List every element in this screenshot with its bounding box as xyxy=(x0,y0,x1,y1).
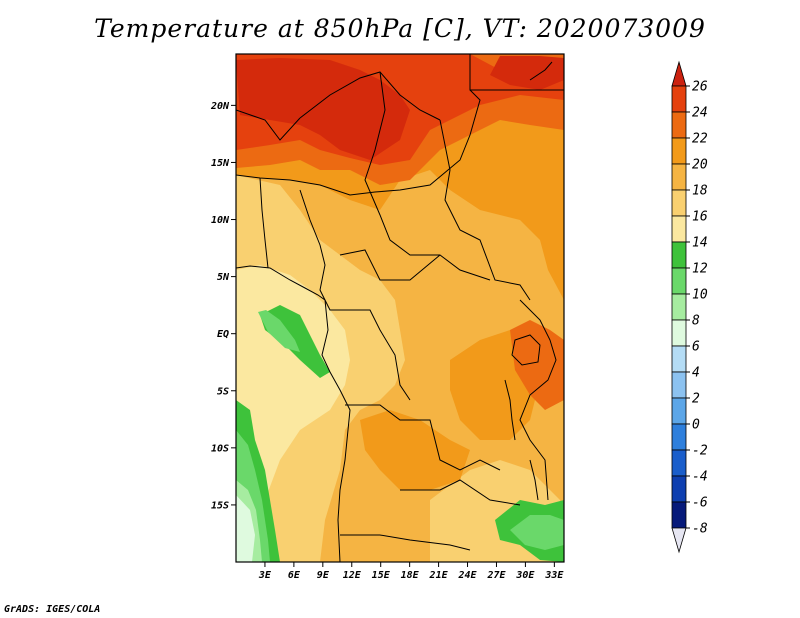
colorbar-swatch xyxy=(671,85,687,113)
border-libya-egypt xyxy=(469,54,564,91)
colorbar-label: -6 xyxy=(692,496,708,511)
colorbar-top-arrow xyxy=(671,60,687,87)
border-congo-drc xyxy=(345,309,411,401)
colorbar-label: 12 xyxy=(692,262,708,277)
border-nigeria-cameroon xyxy=(299,189,345,311)
colorbar-swatch xyxy=(671,189,687,217)
colorbar-swatch xyxy=(671,345,687,373)
lat-tick-label: 5S xyxy=(217,386,229,397)
field-hot-core-east xyxy=(490,56,564,90)
map-frame xyxy=(235,53,565,563)
border-mali-mauritania xyxy=(236,109,301,141)
border-sudan xyxy=(439,119,531,301)
temperature-field xyxy=(236,54,564,562)
lat-tick-label: 20N xyxy=(210,101,230,112)
border-east-africa xyxy=(519,299,557,501)
lon-tick-label: 21E xyxy=(429,570,449,581)
lat-tick-label: 10N xyxy=(211,215,230,226)
lake-tanganyika xyxy=(504,379,516,441)
border-chad xyxy=(364,71,440,256)
field-hot-core xyxy=(236,58,410,160)
border-west-africa xyxy=(259,177,269,269)
colorbar-label: 22 xyxy=(692,132,708,147)
red-sea-coast xyxy=(529,61,553,81)
colorbar-swatch xyxy=(671,449,687,477)
colorbar-swatch xyxy=(671,137,687,165)
colorbar-label: 20 xyxy=(692,158,708,173)
colorbar-swatch xyxy=(671,397,687,425)
colorbar-swatch xyxy=(671,475,687,503)
coastline-west xyxy=(236,265,351,562)
lon-tick-label: 12E xyxy=(343,570,362,581)
colorbar-label: 8 xyxy=(692,314,700,329)
colorbar-label: -4 xyxy=(692,470,708,485)
colorbar-label: 26 xyxy=(692,80,708,95)
colorbar-swatch xyxy=(671,215,687,243)
field-band-20-22-south xyxy=(360,410,470,490)
field-band-6-8-angola xyxy=(236,495,255,562)
lon-tick-label: 9E xyxy=(317,570,330,581)
colorbar-swatch xyxy=(671,241,687,269)
lon-tick-label: 3E xyxy=(258,570,272,581)
border-drc-angola xyxy=(345,404,501,471)
lon-tick-label: 33E xyxy=(544,570,564,581)
colorbar-swatch xyxy=(671,163,687,191)
field-band-10-12-southeast xyxy=(510,515,564,550)
colorbar-label: 10 xyxy=(692,288,708,303)
border-car xyxy=(339,249,491,281)
lat-tick-label: EQ xyxy=(217,329,229,340)
colorbar-label: 6 xyxy=(692,340,700,355)
lon-tick-label: 6E xyxy=(288,570,301,581)
border-sahel xyxy=(236,89,481,196)
colorbar-swatch xyxy=(671,293,687,321)
axis-ticks: 20N 15N 10N 5N EQ 5S 10S 15S 3E 6E 9E 12E 15E 18E 21E 2… xyxy=(210,101,564,581)
colorbar-swatch xyxy=(671,371,687,399)
colorbar-label: 4 xyxy=(692,366,700,381)
lake-victoria xyxy=(511,334,541,366)
lat-tick-label: 15S xyxy=(211,500,229,511)
colorbar-label: 16 xyxy=(692,210,708,225)
colorbar-label: 18 xyxy=(692,184,708,199)
colorbar-swatch xyxy=(671,267,687,295)
colorbar-swatch xyxy=(671,501,687,529)
grads-credit: GrADS: IGES/COLA xyxy=(4,604,101,615)
colorbar-swatch xyxy=(671,319,687,347)
colorbar-swatch xyxy=(671,423,687,451)
colorbar-bottom-arrow xyxy=(671,527,687,554)
lon-tick-label: 27E xyxy=(486,570,506,581)
colorbar-label: 14 xyxy=(692,236,708,251)
lon-tick-label: 15E xyxy=(372,570,391,581)
lon-tick-label: 18E xyxy=(401,570,420,581)
border-angola-namibia xyxy=(340,534,471,551)
colorbar-label: 24 xyxy=(692,106,708,121)
field-band-10-12-gabon xyxy=(258,310,300,352)
border-zambia xyxy=(400,479,521,506)
chart-title: Temperature at 850hPa [C], VT: 202007300… xyxy=(94,14,706,43)
colorbar-label: 2 xyxy=(692,392,700,407)
lon-tick-label: 30E xyxy=(515,570,535,581)
lon-tick-label: 24E xyxy=(457,570,477,581)
colorbar-swatch xyxy=(671,111,687,139)
colorbar-label: -2 xyxy=(692,444,708,459)
lat-tick-label: 15N xyxy=(211,158,230,169)
country-borders xyxy=(236,54,564,562)
colorbar-label: -8 xyxy=(692,522,708,537)
colorbar-label: 0 xyxy=(692,418,700,433)
lat-tick-label: 10S xyxy=(211,443,229,454)
lake-malawi xyxy=(529,459,539,501)
lat-tick-label: 5N xyxy=(217,272,230,283)
